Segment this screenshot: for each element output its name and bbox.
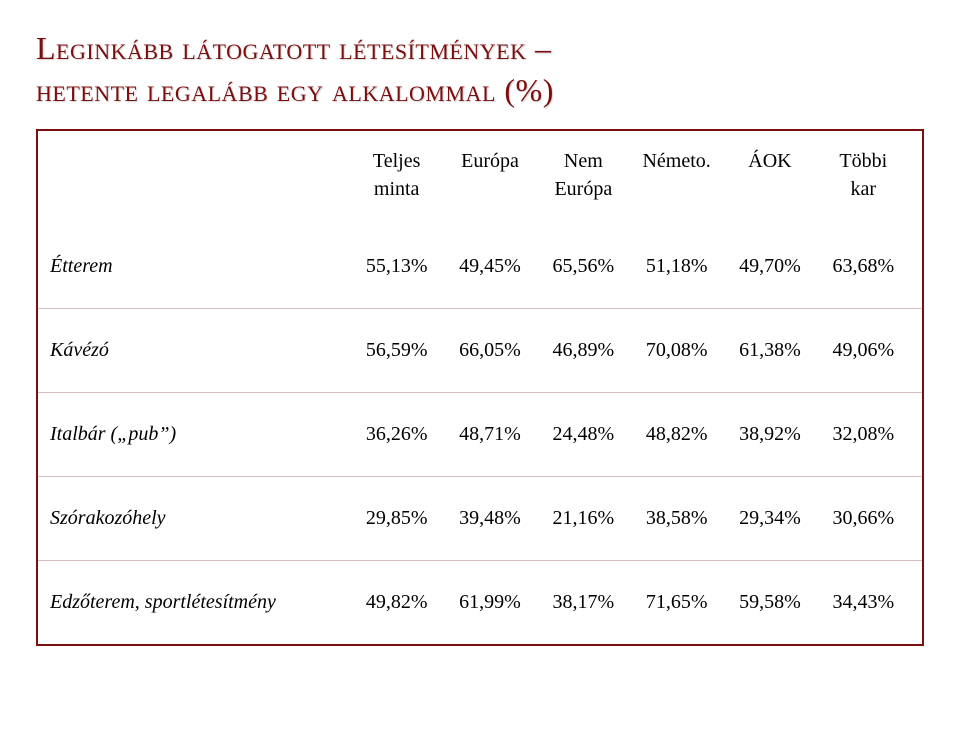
table-cell: 46,89% xyxy=(537,339,630,362)
column-header: Többi kar xyxy=(817,147,910,203)
table-cell: 65,56% xyxy=(537,255,630,278)
data-table: Teljes minta Európa Nem Európa Németo. Á… xyxy=(36,129,924,646)
table-row: Edzőterem, sportlétesítmény 49,82% 61,99… xyxy=(38,561,922,644)
table-cell: 49,06% xyxy=(817,339,910,362)
table-cell: 59,58% xyxy=(723,591,816,614)
slide-title: Leginkább látogatott létesítmények – het… xyxy=(36,28,924,111)
table-cell: 39,48% xyxy=(443,507,536,530)
row-label: Szórakozóhely xyxy=(50,507,350,530)
table-cell: 30,66% xyxy=(817,507,910,530)
table-row: Szórakozóhely 29,85% 39,48% 21,16% 38,58… xyxy=(38,477,922,561)
row-label: Italbár („pub”) xyxy=(50,423,350,446)
table-cell: 70,08% xyxy=(630,339,723,362)
table-cell: 51,18% xyxy=(630,255,723,278)
table-cell: 66,05% xyxy=(443,339,536,362)
column-header-line1: Többi xyxy=(817,147,910,175)
column-header: ÁOK xyxy=(723,147,816,203)
table-cell: 29,34% xyxy=(723,507,816,530)
column-header-line2: minta xyxy=(350,175,443,203)
table-cell: 49,70% xyxy=(723,255,816,278)
table-cell: 24,48% xyxy=(537,423,630,446)
column-header-line2: kar xyxy=(817,175,910,203)
column-header: Németo. xyxy=(630,147,723,203)
table-cell: 63,68% xyxy=(817,255,910,278)
table-cell: 49,45% xyxy=(443,255,536,278)
column-header-line1: Európa xyxy=(443,147,536,175)
table-header-row: Teljes minta Európa Nem Európa Németo. Á… xyxy=(38,131,922,225)
column-header-line1: Németo. xyxy=(630,147,723,175)
row-label: Edzőterem, sportlétesítmény xyxy=(50,591,350,614)
table-cell: 48,82% xyxy=(630,423,723,446)
column-header-line1: ÁOK xyxy=(723,147,816,175)
column-header-line1: Teljes xyxy=(350,147,443,175)
table-cell: 29,85% xyxy=(350,507,443,530)
table-cell: 38,92% xyxy=(723,423,816,446)
slide: Leginkább látogatott létesítmények – het… xyxy=(0,0,960,730)
column-header-line1: Nem xyxy=(537,147,630,175)
table-row: Kávézó 56,59% 66,05% 46,89% 70,08% 61,38… xyxy=(38,309,922,393)
table-cell: 55,13% xyxy=(350,255,443,278)
table-cell: 38,58% xyxy=(630,507,723,530)
table-cell: 38,17% xyxy=(537,591,630,614)
title-line-2: hetente legalább egy alkalommal (%) xyxy=(36,70,924,112)
table-cell: 48,71% xyxy=(443,423,536,446)
column-header: Európa xyxy=(443,147,536,203)
table-cell: 61,38% xyxy=(723,339,816,362)
table-cell: 71,65% xyxy=(630,591,723,614)
table-cell: 56,59% xyxy=(350,339,443,362)
column-header: Teljes minta xyxy=(350,147,443,203)
column-header-line2: Európa xyxy=(537,175,630,203)
column-header: Nem Európa xyxy=(537,147,630,203)
table-cell: 49,82% xyxy=(350,591,443,614)
table-row: Italbár („pub”) 36,26% 48,71% 24,48% 48,… xyxy=(38,393,922,477)
table-cell: 21,16% xyxy=(537,507,630,530)
header-empty-cell xyxy=(50,147,350,203)
table-cell: 36,26% xyxy=(350,423,443,446)
row-label: Kávézó xyxy=(50,339,350,362)
table-row: Étterem 55,13% 49,45% 65,56% 51,18% 49,7… xyxy=(38,225,922,309)
table-cell: 61,99% xyxy=(443,591,536,614)
table-cell: 32,08% xyxy=(817,423,910,446)
table-cell: 34,43% xyxy=(817,591,910,614)
title-line-1: Leginkább látogatott létesítmények – xyxy=(36,30,551,66)
row-label: Étterem xyxy=(50,255,350,278)
